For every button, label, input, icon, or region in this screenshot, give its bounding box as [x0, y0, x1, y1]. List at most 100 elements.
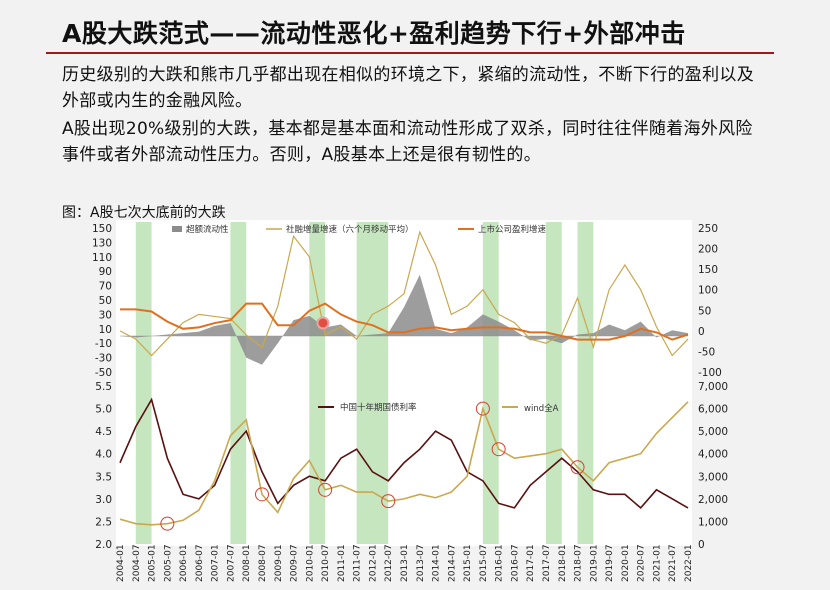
top-right-tick-5: 0 [698, 326, 705, 338]
bottom-left-tick-6: 5.0 [95, 404, 112, 416]
x-tick-21: 2014-07 [447, 544, 457, 582]
x-tick-33: 2020-07 [637, 544, 647, 582]
x-tick-22: 2015-01 [463, 544, 473, 582]
bottom-annotation-circle-3 [318, 482, 333, 497]
top-left-tick-4: 70 [99, 281, 112, 293]
bottom-annotation-circle-6 [491, 442, 506, 457]
bottom-right-tick-1: 1,000 [698, 516, 728, 528]
top-left-tick-0: 150 [92, 223, 112, 235]
top-right-tick-7: -100 [698, 367, 722, 379]
shade-period-6 [546, 222, 562, 544]
top-right-tick-3: 100 [698, 285, 718, 297]
series-10y-bond-yield [119, 397, 689, 510]
x-tick-17: 2012-07 [384, 544, 394, 582]
bottom-annotation-circle-1 [160, 516, 175, 531]
x-tick-9: 2008-07 [258, 544, 268, 582]
figure-label: 图：A股七次大底前的大跌 [62, 205, 226, 221]
x-tick-13: 2010-07 [321, 544, 331, 582]
top-left-tick-6: 30 [99, 309, 112, 321]
highlight-marker [316, 316, 330, 330]
x-tick-0: 2004-01 [116, 544, 126, 582]
top-left-tick-2: 110 [92, 252, 112, 264]
x-tick-25: 2016-07 [510, 544, 520, 582]
bottom-annotation-circle-5 [475, 401, 490, 416]
top-left-tick-9: -30 [95, 353, 112, 365]
x-tick-27: 2017-07 [542, 544, 552, 582]
top-legend-label-1: 社融增量增速（六个月移动平均） [286, 224, 414, 235]
bottom-left-tick-4: 4.0 [95, 449, 112, 461]
bottom-left-tick-2: 3.0 [95, 494, 112, 506]
top-right-tick-4: 50 [698, 305, 711, 317]
x-tick-29: 2018-07 [574, 544, 584, 582]
x-tick-32: 2020-01 [621, 544, 631, 582]
x-tick-6: 2007-01 [211, 544, 221, 582]
title-divider [46, 52, 774, 54]
x-tick-23: 2015-07 [479, 544, 489, 582]
x-tick-8: 2008-01 [242, 544, 252, 582]
bottom-right-tick-3: 3,000 [698, 471, 728, 483]
top-left-tick-5: 50 [99, 295, 112, 307]
x-tick-16: 2012-01 [368, 544, 378, 582]
x-tick-20: 2014-01 [432, 544, 442, 582]
x-tick-1: 2004-07 [132, 544, 142, 582]
top-right-tick-6: -50 [698, 346, 715, 358]
bottom-legend-label-1: wind全A [524, 403, 559, 414]
plot-background [116, 220, 692, 546]
bottom-left-tick-0: 2.0 [95, 539, 112, 551]
top-legend-swatch-1 [266, 228, 282, 230]
bottom-left-tick-5: 4.5 [95, 426, 112, 438]
x-tick-19: 2013-07 [416, 544, 426, 582]
x-tick-31: 2019-07 [605, 544, 615, 582]
top-right-tick-1: 200 [698, 244, 718, 256]
top-left-tick-8: -10 [95, 338, 112, 350]
top-left-tick-7: 10 [99, 324, 112, 336]
bottom-annotation-circle-2 [255, 487, 269, 502]
top-right-tick-2: 150 [698, 264, 718, 276]
x-tick-3: 2005-07 [163, 544, 173, 582]
slide-title: A股大跌范式——流动性恶化+盈利趋势下行+外部冲击 [62, 19, 686, 48]
x-tick-4: 2006-01 [179, 544, 189, 582]
bottom-legend-label-0: 中国十年期国债利率 [340, 402, 417, 413]
x-tick-36: 2022-01 [684, 544, 694, 582]
x-tick-2: 2005-01 [148, 544, 158, 582]
bottom-annotation-circle-7 [570, 460, 585, 475]
bottom-right-tick-6: 6,000 [698, 404, 728, 416]
top-legend-swatch-0 [172, 226, 182, 232]
paragraph-1: 历史级别的大跌和熊市几乎都出现在相似的环境之下，紧缩的流动性，不断下行的盈利以及… [62, 65, 754, 111]
x-tick-15: 2011-07 [353, 544, 363, 582]
top-legend-swatch-2 [458, 228, 474, 230]
series-social-financing [119, 230, 689, 357]
top-right-tick-0: 250 [698, 223, 718, 235]
bottom-right-tick-2: 2,000 [698, 494, 728, 506]
bottom-right-tick-7: 7,000 [698, 381, 728, 393]
shade-period-1 [135, 222, 152, 544]
shade-period-3 [309, 222, 326, 544]
bottom-right-tick-4: 4,000 [698, 449, 728, 461]
x-tick-18: 2013-01 [400, 544, 410, 582]
shade-period-5 [482, 222, 499, 544]
x-tick-12: 2010-01 [305, 544, 315, 582]
series-excess-liquidity [120, 274, 688, 365]
top-legend-label-0: 超额流动性 [186, 224, 229, 235]
top-left-tick-10: -50 [95, 367, 112, 379]
top-legend-label-2: 上市公司盈利增速 [478, 224, 547, 235]
bottom-annotation-circle-4 [381, 494, 396, 509]
shade-period-7 [577, 222, 594, 544]
x-tick-5: 2006-07 [195, 544, 205, 582]
top-left-tick-3: 90 [99, 266, 112, 278]
x-tick-28: 2018-01 [558, 544, 568, 582]
top-left-tick-1: 130 [92, 237, 112, 249]
shade-period-2 [230, 222, 247, 544]
x-tick-11: 2009-07 [290, 544, 300, 582]
bottom-right-tick-5: 5,000 [698, 426, 728, 438]
x-tick-26: 2017-01 [526, 544, 536, 582]
bottom-right-tick-0: 0 [698, 539, 705, 551]
bottom-left-tick-7: 5.5 [95, 381, 112, 393]
x-tick-10: 2009-01 [274, 544, 284, 582]
bottom-left-tick-3: 3.5 [95, 471, 112, 483]
bottom-left-tick-1: 2.5 [95, 516, 112, 528]
x-tick-30: 2019-01 [589, 544, 599, 582]
series-wind-all-a [119, 401, 689, 526]
paragraph-2: A股出现20%级别的大跌，基本都是基本面和流动性形成了双杀，同时往往伴随着海外风… [62, 119, 753, 165]
